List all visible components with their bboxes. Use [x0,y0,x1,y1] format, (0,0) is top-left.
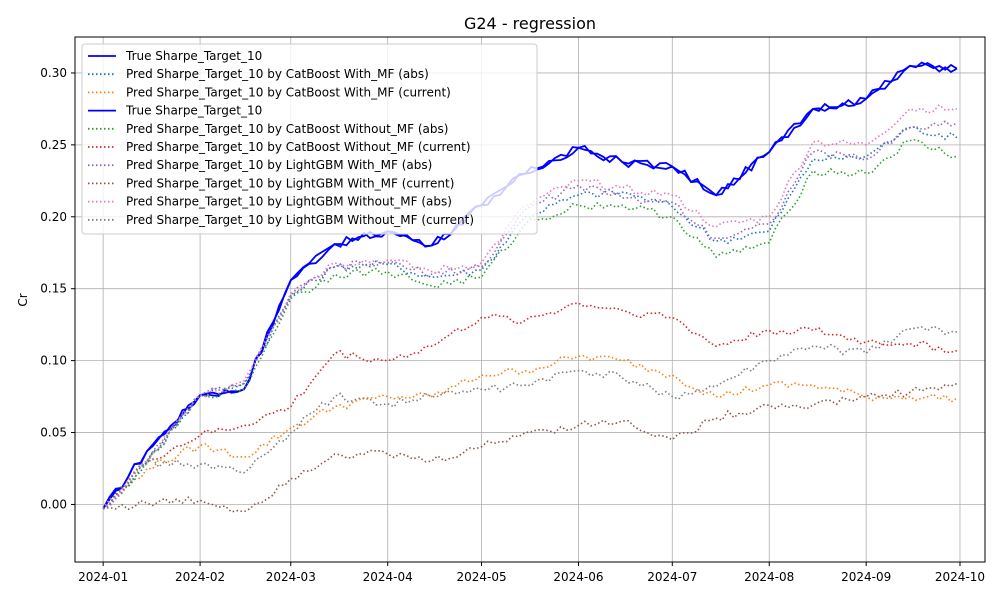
plot-frame [74,36,986,563]
x-tick-label: 2024-03 [266,570,316,584]
y-axis-label: Cr [16,293,30,306]
legend-label: Pred Sharpe_Target_10 by LightGBM Withou… [126,213,474,227]
legend-label: Pred Sharpe_Target_10 by CatBoost Withou… [126,140,471,154]
legend-label: Pred Sharpe_Target_10 by CatBoost With_M… [126,67,429,81]
series-line [102,354,958,510]
y-tick-label: 0.05 [40,426,67,440]
legend-label: Pred Sharpe_Target_10 by CatBoost Withou… [126,122,448,136]
chart-title: G24 - regression [464,14,596,33]
legend-label: Pred Sharpe_Target_10 by LightGBM With_M… [126,158,432,172]
y-tick-label: 0.10 [40,354,67,368]
x-tick-label: 2024-04 [363,570,413,584]
legend-label: True Sharpe_Target_10 [125,49,262,63]
x-tick-label: 2024-05 [456,570,506,584]
legend-box [81,43,538,235]
legend: True Sharpe_Target_10 Pred Sharpe_Target_… [81,43,538,235]
series-line [102,120,958,510]
legend-label: Pred Sharpe_Target_10 by CatBoost With_M… [126,85,451,99]
y-tick-label: 0.30 [40,66,67,80]
y-tick-label: 0.15 [40,282,67,296]
x-tick-label: 2024-07 [647,570,697,584]
y-tick-label: 0.20 [40,210,67,224]
y-tick-label: 0.25 [40,138,67,152]
series-line [102,302,958,510]
legend-label: Pred Sharpe_Target_10 by LightGBM With_M… [126,176,454,190]
x-tick-label: 2024-01 [78,570,128,584]
x-tick-label: 2024-08 [744,570,794,584]
legend-label: Pred Sharpe_Target_10 by LightGBM Withou… [126,195,452,209]
axis-ticks: 2024-01 2024-02 2024-03 2024-04 2024-05 2024-… [40,66,985,584]
series-line [102,325,957,510]
x-tick-label: 2024-06 [553,570,603,584]
legend-label: True Sharpe_Target_10 [125,104,262,118]
y-tick-label: 0.00 [40,497,67,511]
series-line [102,382,958,513]
x-tick-label: 2024-09 [841,570,891,584]
x-tick-label: 2024-02 [175,570,225,584]
x-tick-label: 2024-10 [935,570,985,584]
